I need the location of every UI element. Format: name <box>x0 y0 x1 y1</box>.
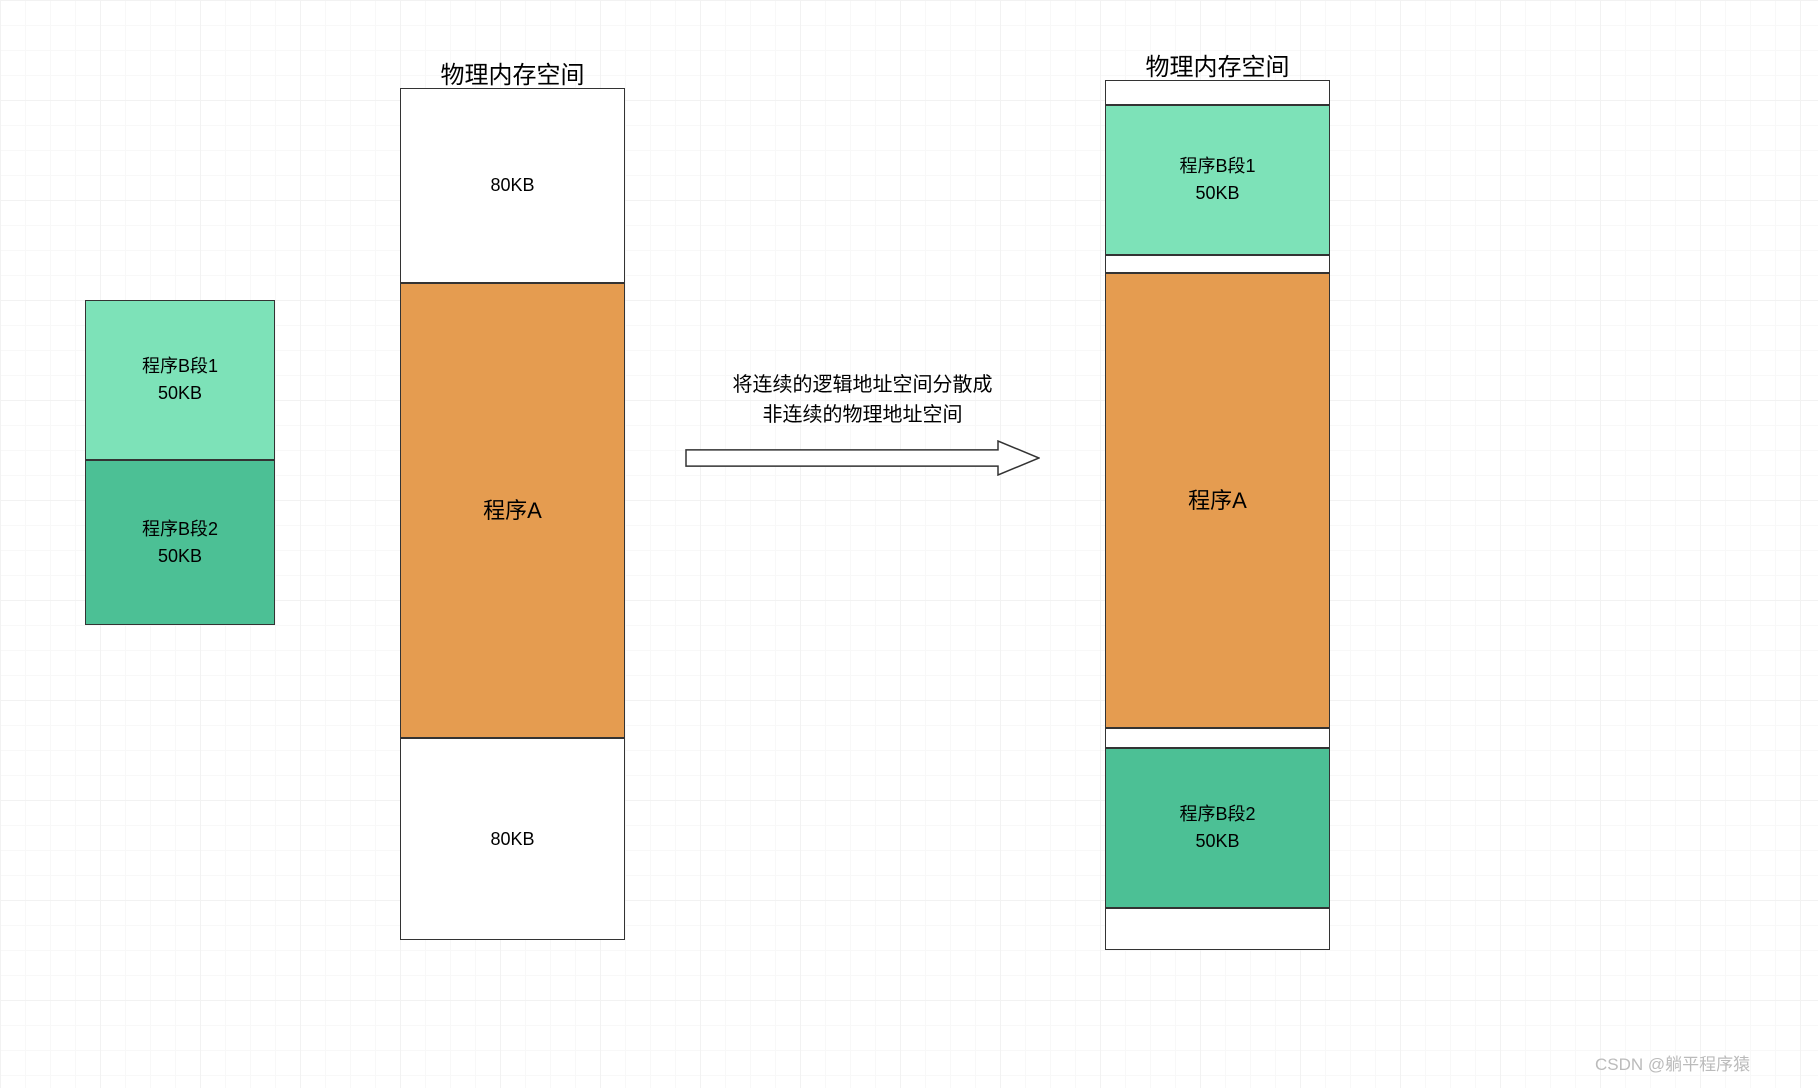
center-block-0: 80KB <box>400 88 625 283</box>
center-block-1-label1: 程序A <box>483 494 542 527</box>
right-block-5-label2: 50KB <box>1195 828 1239 855</box>
arrow-label: 将连续的逻辑地址空间分散成 非连续的物理地址空间 <box>685 370 1040 430</box>
right-block-3-label1: 程序A <box>1188 484 1247 517</box>
left-block-1-label2: 50KB <box>158 543 202 570</box>
right-block-0 <box>1105 80 1330 105</box>
watermark: CSDN @躺平程序猿 <box>1595 1050 1750 1075</box>
right-block-6 <box>1105 908 1330 950</box>
center-block-2: 80KB <box>400 738 625 940</box>
title-center: 物理内存空间 <box>400 55 625 90</box>
right-block-5-label1: 程序B段2 <box>1179 801 1255 828</box>
title-center-text: 物理内存空间 <box>441 62 585 89</box>
right-block-1: 程序B段150KB <box>1105 105 1330 255</box>
right-block-2 <box>1105 255 1330 273</box>
arrow-label-line2: 非连续的物理地址空间 <box>685 400 1040 430</box>
right-block-1-label2: 50KB <box>1195 180 1239 207</box>
right-block-4 <box>1105 728 1330 748</box>
left-block-0-label2: 50KB <box>158 380 202 407</box>
left-block-1-label1: 程序B段2 <box>142 516 218 543</box>
right-block-3: 程序A <box>1105 273 1330 728</box>
center-block-2-label1: 80KB <box>490 826 534 853</box>
left-block-1: 程序B段250KB <box>85 460 275 625</box>
left-block-0-label1: 程序B段1 <box>142 353 218 380</box>
arrow-shape <box>686 441 1039 475</box>
center-block-1: 程序A <box>400 283 625 738</box>
center-block-0-label1: 80KB <box>490 172 534 199</box>
right-block-5: 程序B段250KB <box>1105 748 1330 908</box>
arrow-icon <box>685 440 1040 476</box>
title-right-text: 物理内存空间 <box>1146 54 1290 81</box>
arrow-label-line1: 将连续的逻辑地址空间分散成 <box>685 370 1040 400</box>
watermark-text: CSDN @躺平程序猿 <box>1595 1055 1750 1074</box>
right-block-1-label1: 程序B段1 <box>1179 153 1255 180</box>
title-right: 物理内存空间 <box>1105 47 1330 82</box>
left-block-0: 程序B段150KB <box>85 300 275 460</box>
